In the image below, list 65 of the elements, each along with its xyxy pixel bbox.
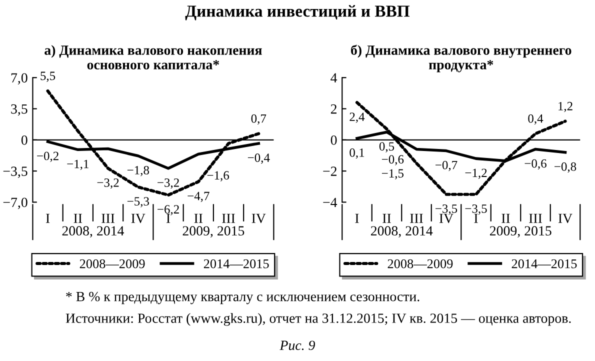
legend-label: 2014—2015 (204, 259, 269, 268)
data-label: −4,7 (188, 192, 210, 202)
x-tick-label: II (502, 214, 510, 223)
x-tick-label: II (382, 214, 391, 223)
y-tick-label: −3,5 (3, 166, 28, 178)
data-label: −0,6 (382, 155, 404, 166)
x-tick-label: IV (558, 214, 572, 224)
data-label: −1,1 (67, 160, 88, 170)
data-label: −0,7 (436, 160, 458, 172)
x-tick-label: III (222, 214, 235, 223)
data-label: −0,6 (524, 159, 546, 170)
data-label: −0,8 (554, 162, 576, 173)
text: 2009, 2015 (182, 226, 244, 238)
text: Динамика инвестиций и ВВП (185, 5, 410, 20)
x-tick-label: I (355, 214, 359, 223)
chart-title: а) Динамика валового накопления основного капитала* (44, 45, 262, 70)
data-label: 0,4 (528, 114, 544, 125)
text: 2008, 2014 (62, 226, 124, 238)
y-tick-label: −7,0 (3, 198, 28, 210)
data-label: −0,2 (37, 152, 58, 162)
x-tick-label: II (74, 214, 82, 223)
x-tick-label: III (410, 214, 423, 223)
y-tick-label: 2 (330, 104, 336, 114)
y-tick-label: −4 (323, 198, 338, 207)
y-tick-label: 3,5 (11, 104, 28, 116)
data-label: −3,2 (158, 178, 179, 189)
y-tick-label: 0 (330, 135, 337, 145)
x-tick-label: IV (252, 214, 266, 224)
y-tick-label: 4 (330, 73, 338, 82)
data-label: 1,2 (558, 102, 572, 112)
x-tick-label: I (166, 214, 170, 223)
x-tick-label: I (46, 214, 50, 223)
data-label: 5,5 (40, 72, 56, 82)
x-tick-label: IV (131, 214, 146, 224)
y-tick-label: 0 (21, 135, 28, 145)
data-label: −3,5 (436, 204, 458, 215)
legend-label: 2008—2009 (80, 259, 145, 268)
x-tick-label: III (529, 214, 542, 223)
data-label: −3,5 (465, 204, 487, 215)
x-tick-label: II (194, 214, 203, 223)
text: 2009, 2015 (490, 226, 552, 238)
data-label: −1,8 (127, 166, 150, 176)
data-label: −0,4 (248, 154, 270, 164)
text: Рис. 9 (280, 340, 316, 350)
data-label: −1,5 (382, 169, 404, 180)
text: 2008, 2014 (370, 226, 433, 238)
data-label: −5,3 (127, 197, 149, 208)
text: * В % к предыдущему кварталу с исключением сезонности. (66, 292, 420, 304)
x-tick-label: IV (439, 214, 454, 224)
data-label: −1,2 (465, 168, 487, 179)
data-label: 0,7 (251, 114, 266, 125)
data-label: 2,4 (350, 112, 365, 123)
x-tick-label: III (102, 214, 114, 223)
y-tick-label: 7,0 (11, 73, 28, 85)
chart-title: б) Динамика валового внутреннего продукта* (351, 44, 572, 72)
data-label: −1,6 (207, 171, 230, 182)
data-label: −3,2 (97, 178, 119, 189)
legend-label: 2008—2009 (388, 259, 453, 268)
data-label: −6,2 (158, 205, 179, 216)
text: Источники: Росстат (www.gks.ru), отчет на 31.12.2015; IV кв. 2015 — оценка авторов. (66, 313, 571, 326)
legend-label: 2014—2015 (512, 259, 577, 268)
data-label: 0,5 (379, 142, 394, 152)
x-tick-label: I (474, 214, 478, 223)
y-tick-label: −2 (323, 166, 336, 176)
data-label: 0,1 (350, 148, 364, 159)
